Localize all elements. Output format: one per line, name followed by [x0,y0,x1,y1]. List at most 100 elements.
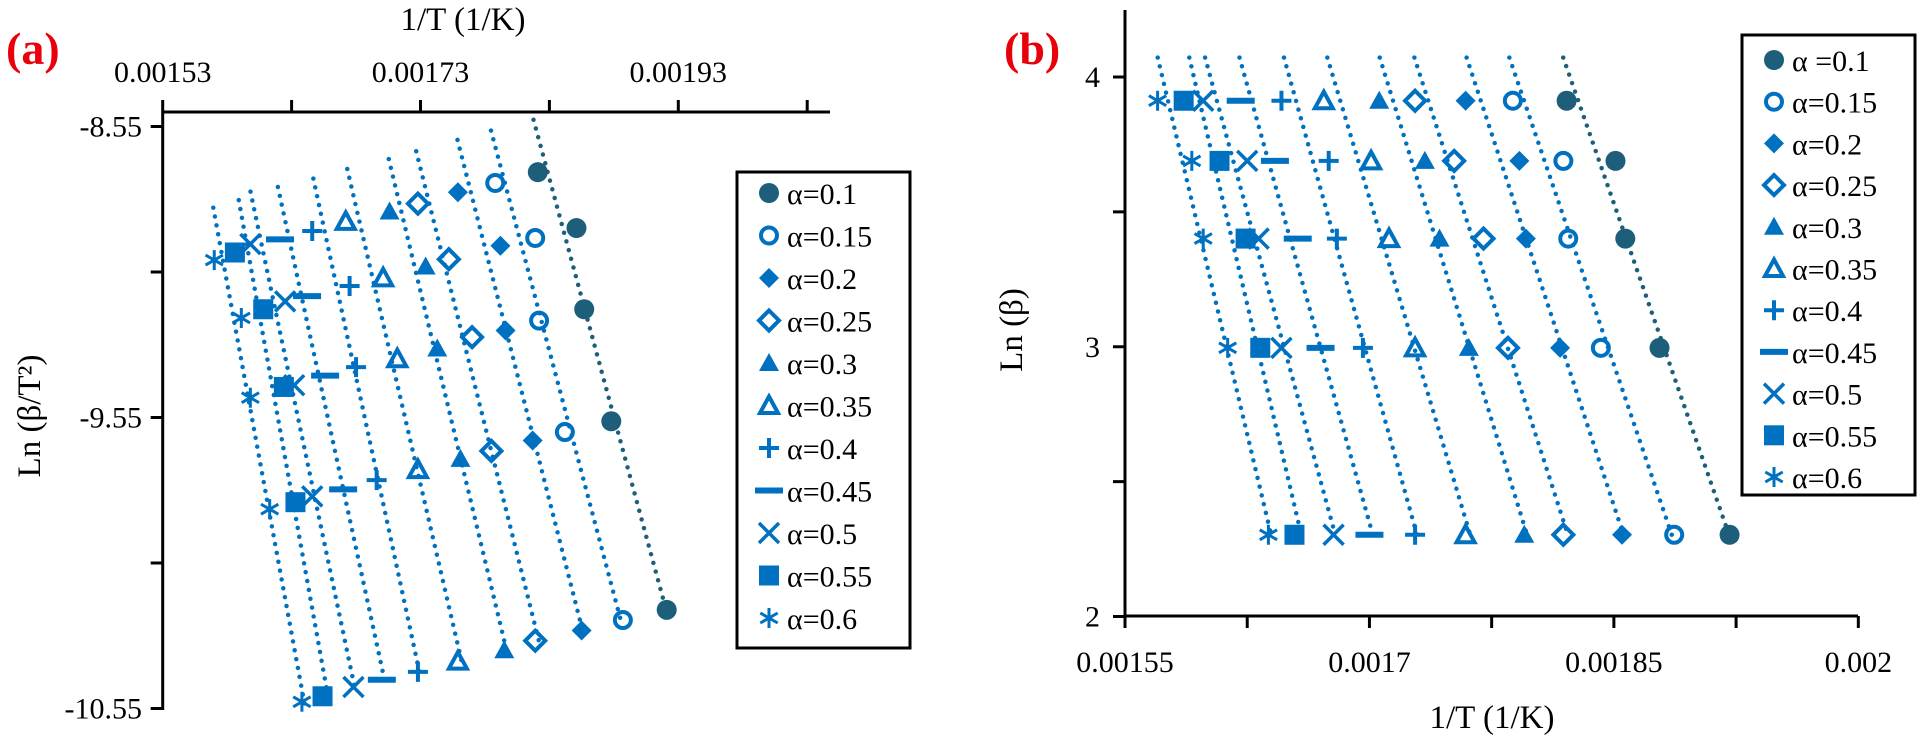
legend-label: α=0.55 [1792,420,1877,453]
data-point-diamond-open [1550,521,1577,548]
data-point-triangle-filled [1458,337,1479,356]
legend-label: α=0.25 [1792,170,1877,203]
y-tick-label: -8.55 [80,111,143,144]
legend-marker-square-filled [1764,425,1784,446]
data-point-asterisk [231,307,251,328]
y-tick-label: 4 [1085,61,1100,94]
data-point-square-filled [253,299,274,320]
legend-label: α=0.4 [1792,295,1862,328]
data-point-circle-filled [601,411,622,432]
data-point-plus [339,275,360,296]
legend-marker-circle-open [1764,91,1784,112]
data-point-diamond-filled [1612,524,1633,545]
legend-marker-diamond-open [756,307,782,334]
data-point-triangle-open [333,208,359,231]
data-point-circle-filled [574,299,595,320]
data-point-plus [1318,150,1339,171]
legend-label: α =0.1 [1792,45,1870,78]
data-point-circle-open [1502,90,1523,111]
legend-label: α=0.1 [787,178,857,211]
data-point-triangle-filled [494,640,515,659]
legend-label: α=0.45 [1792,337,1877,370]
legend-label: α=0.6 [1792,462,1862,495]
legend-label: α=0.35 [787,391,872,424]
legend-label: α=0.5 [1792,379,1862,412]
data-point-circle-filled [1649,337,1670,358]
trendline-series-9 [236,197,332,705]
data-point-asterisk [260,499,280,520]
x-tick-label: 0.00193 [630,56,728,89]
data-point-circle-open [612,610,633,631]
legend: α =0.1 α=0.15 α=0.2 α=0.25 α=0.3 α=0.35 α=0.4 α… [1740,33,1917,497]
data-point-triangle-filled [1514,524,1535,543]
data-point-triangle-filled [379,201,400,220]
legend-label: α=0.45 [787,476,872,509]
data-point-diamond-filled [1515,228,1536,249]
legend-marker-circle-open [759,225,779,246]
data-point-diamond-open [459,324,485,351]
data-point-circle-open [1590,337,1611,358]
data-point-square-filled [1173,90,1194,111]
x-tick-label: 0.00155 [1076,646,1174,679]
y-tick-label: 3 [1085,331,1100,364]
data-point-square-filled [224,242,245,263]
x-tick-label: 0.00153 [114,56,212,89]
data-point-square-filled [285,492,306,513]
data-point-cross [300,485,324,508]
x-tick-label: 0.0017 [1328,646,1411,679]
data-point-plus [1352,337,1373,358]
data-point-triangle-filled [1414,150,1435,169]
data-point-asterisk [240,387,260,408]
data-point-cross [1235,149,1259,173]
x-axis-title: 1/T (1/K) [1430,700,1555,736]
data-point-triangle-filled [427,338,448,357]
data-point-plus [1326,228,1347,249]
data-point-diamond-filled [1509,150,1530,171]
data-point-diamond-open [1470,225,1497,252]
trendline-series-5 [1325,55,1473,538]
legend-marker-circle-filled [1764,50,1784,70]
legend-marker-cross [757,521,781,545]
data-point-square-filled [1284,524,1305,545]
data-point-asterisk [1148,90,1168,111]
trendline-series-2 [1464,55,1626,538]
legend-marker-plus [1764,300,1784,321]
trendline-series-10 [1155,55,1274,538]
trendline-series-7 [275,184,388,688]
legend-label: α=0.15 [1792,87,1877,120]
legend-label: α=0.6 [787,603,857,636]
data-point-triangle-open [405,456,431,480]
data-point-diamond-filled [571,620,592,641]
legend-marker-triangle-filled [759,353,779,371]
data-point-diamond-open [1495,335,1521,361]
chart-b: (b) 0.00155 0.0017 0.00185 0.002 4 3 2 1/T (1/K)… [994,10,1917,736]
data-point-triangle-filled [415,256,436,275]
legend-marker-asterisk [759,608,779,628]
data-point-circle-open [554,422,575,443]
trendline-series-8 [1202,55,1338,538]
data-point-triangle-filled [1429,228,1450,247]
data-point-circle-filled [566,218,587,239]
trendline-series-10 [211,205,308,710]
legend-label: α=0.3 [787,348,857,381]
legend-marker-triangle-filled [1764,216,1784,235]
legend-marker-diamond-open [1761,172,1787,198]
trendline-series-9 [1187,55,1304,538]
trendline-series-6 [1281,55,1420,538]
legend-label: α=0.15 [787,221,872,254]
data-point-triangle-open [1453,521,1478,545]
data-point-circle-filled [1719,524,1740,545]
chart-a: (a) 0.00153 0.00173 0.00193 -8.55 -9.55 -10.55… [6,2,912,726]
data-point-cross [1322,523,1345,547]
legend-marker-triangle-open [756,392,782,415]
data-point-plus [366,470,387,491]
legend: α=0.1 α=0.15 α=0.2 α=0.25 α=0.3 α=0.35 α=0.4 α=… [735,170,912,650]
data-point-asterisk [292,691,312,712]
data-point-triangle-open [1402,334,1428,358]
data-point-triangle-open [1311,87,1337,111]
legend-marker-diamond-filled [1764,133,1784,154]
x-tick-label: 0.002 [1825,646,1893,679]
legend-marker-circle-filled [759,183,779,203]
data-point-plus [1271,90,1292,111]
